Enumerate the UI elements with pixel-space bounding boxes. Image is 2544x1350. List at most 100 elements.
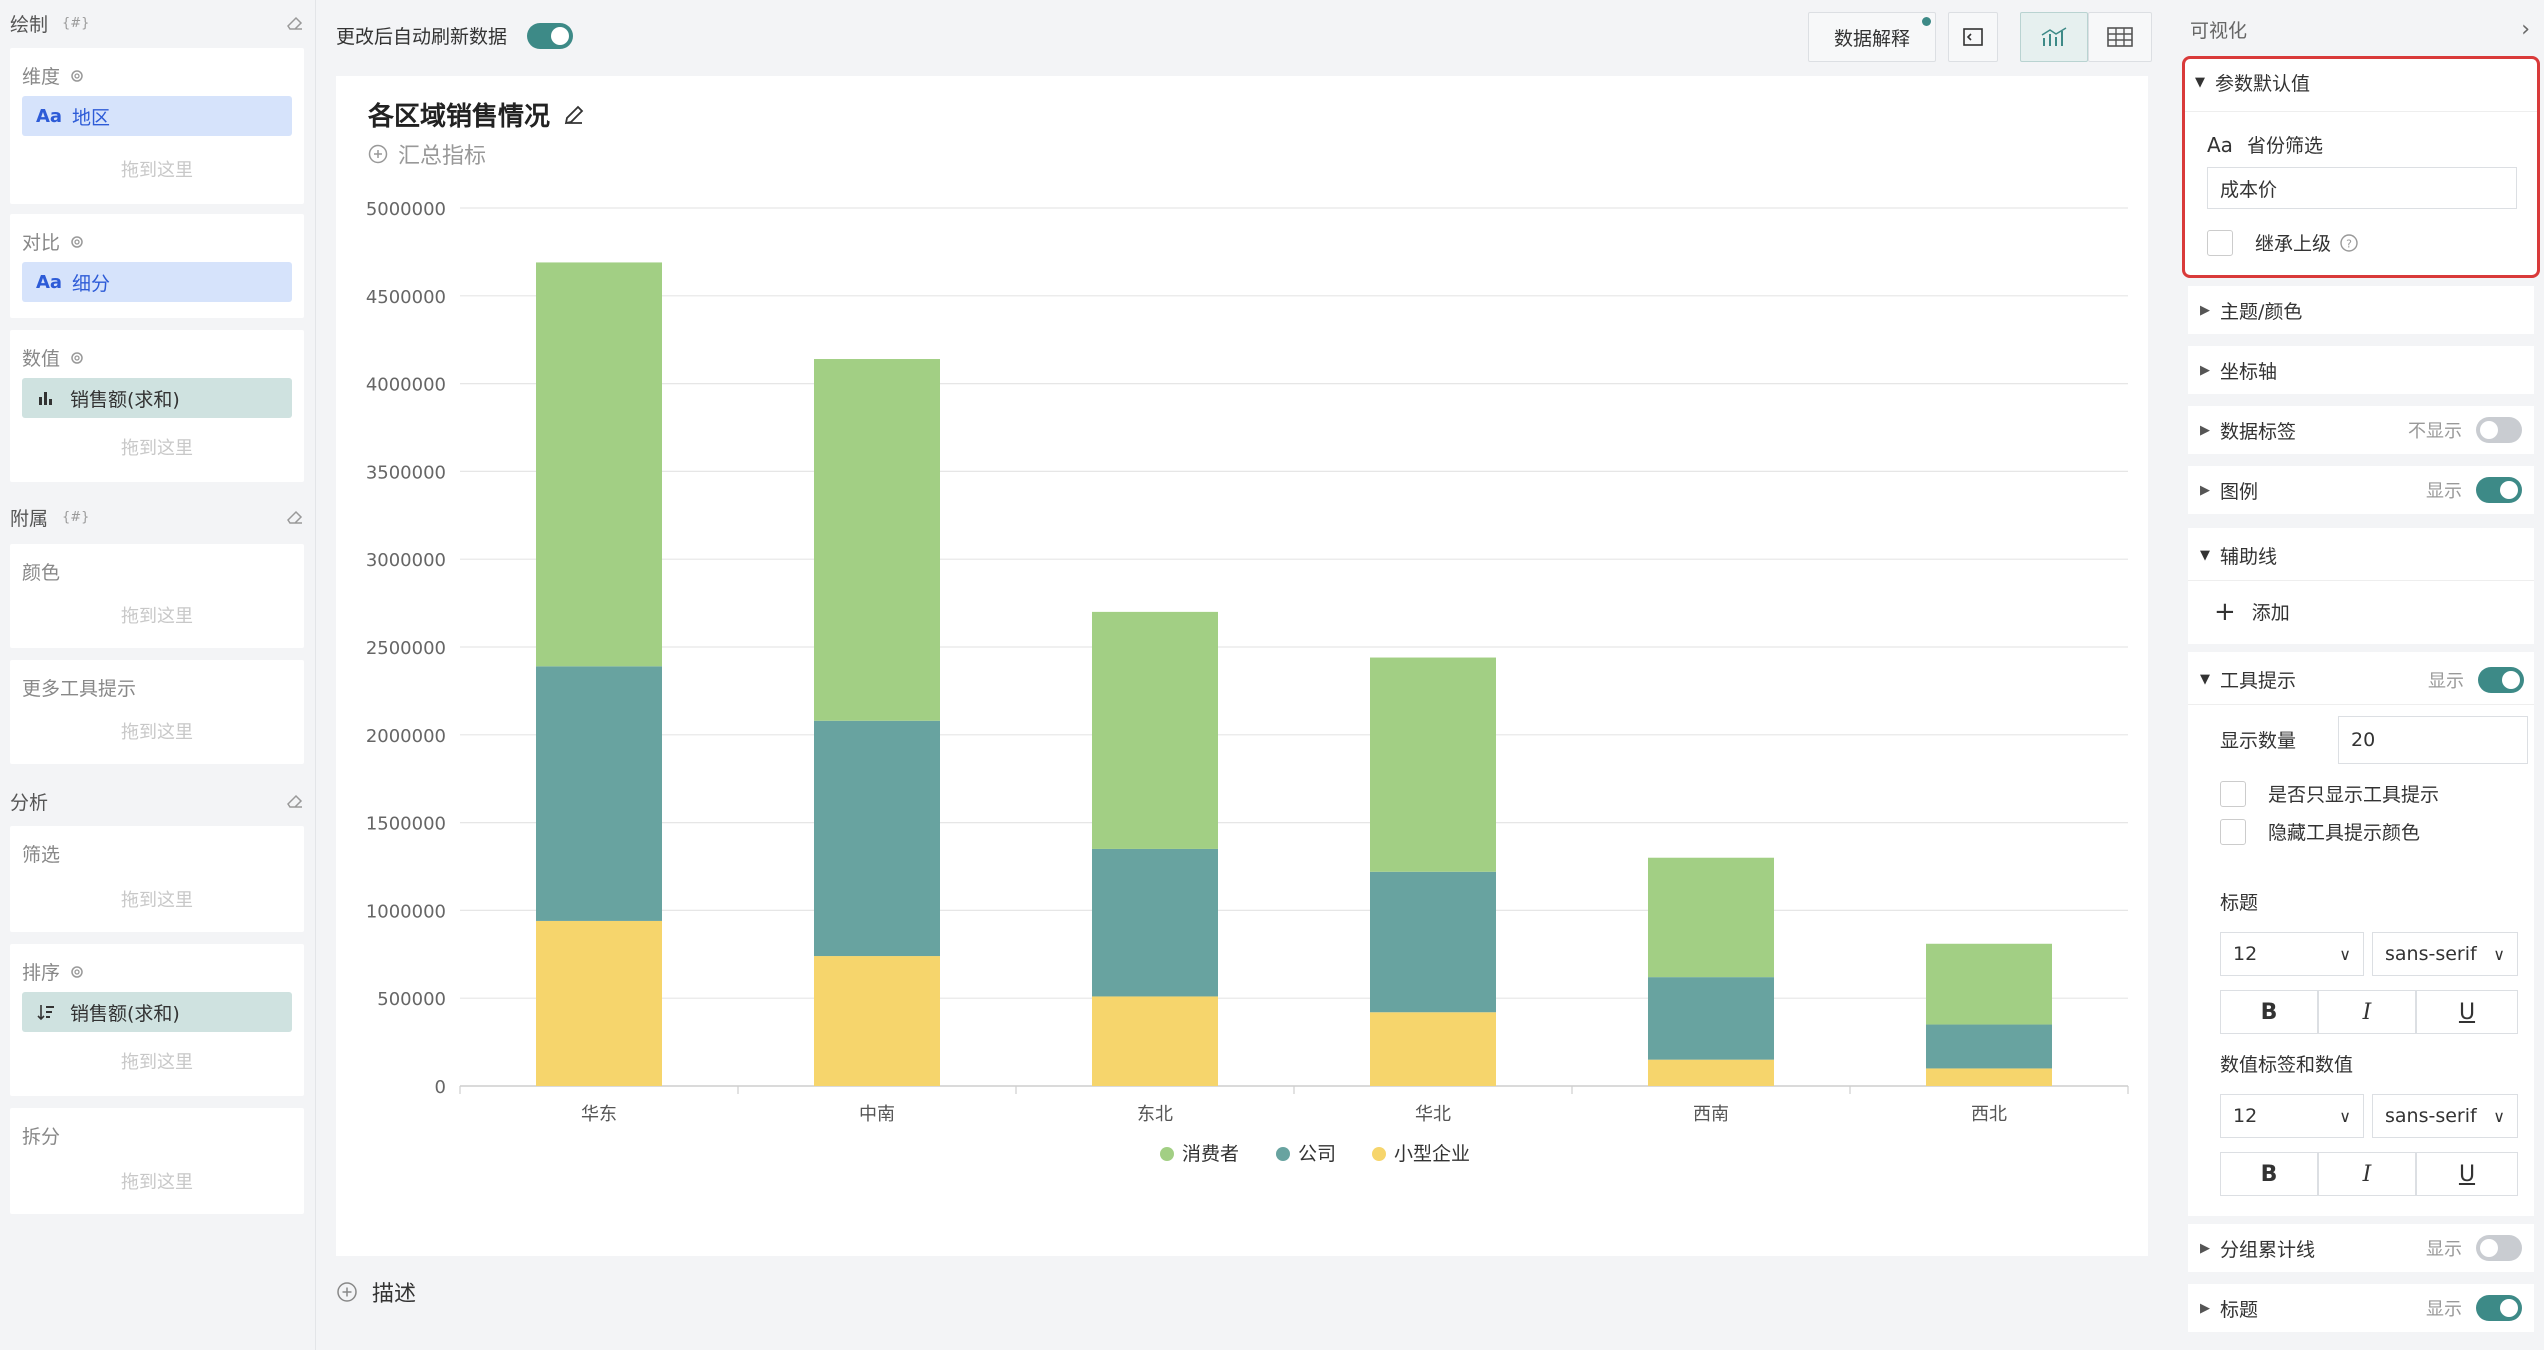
value-italic-button[interactable]: I (2318, 1152, 2416, 1196)
bar-segment[interactable] (814, 720, 940, 957)
summary-metric-button[interactable]: 汇总指标 (368, 138, 486, 170)
edit-icon[interactable] (562, 103, 586, 127)
title-bold-button[interactable]: B (2220, 990, 2318, 1034)
bar-segment[interactable] (1648, 857, 1774, 978)
help-icon[interactable]: ? (2339, 233, 2359, 253)
drop-zone[interactable]: 拖到这里 (121, 1172, 193, 1193)
title-row-toggle[interactable] (2476, 1295, 2522, 1321)
aux-line-add-button[interactable]: + 添加 (2214, 598, 2290, 625)
compare-pill-segment[interactable]: Aa 细分 (22, 262, 292, 302)
divider (2188, 704, 2534, 705)
dimension-label-text: 维度 (22, 66, 61, 88)
bar-segment[interactable] (1926, 1024, 2052, 1069)
eraser-icon[interactable] (285, 791, 305, 811)
title-font-size-select[interactable]: 12 ∨ (2220, 932, 2364, 976)
text-type-icon: Aa (36, 271, 63, 293)
bar-segment[interactable] (1648, 977, 1774, 1060)
only-tooltip-checkbox[interactable] (2220, 780, 2246, 807)
bar-segment[interactable] (1092, 611, 1218, 849)
axis-row[interactable]: ▶ 坐标轴 (2188, 346, 2534, 394)
bar-segment[interactable] (536, 666, 662, 921)
title-font-family-select[interactable]: sans-serif ∨ (2372, 932, 2518, 976)
values-pill-sales-sum[interactable]: 销售额(求和) (22, 378, 292, 418)
cumulative-line-row[interactable]: ▶ 分组累计线 显示 (2188, 1224, 2534, 1272)
bar-segment[interactable] (1926, 1068, 2052, 1086)
bar-segment[interactable] (536, 920, 662, 1086)
data-explain-button[interactable]: 数据解释 (1808, 12, 1936, 62)
y-tick-label: 0 (435, 1077, 446, 1098)
code-view-button[interactable] (1948, 12, 1998, 62)
drop-zone[interactable]: 拖到这里 (121, 160, 193, 181)
legend-label[interactable]: 公司 (1298, 1143, 1336, 1165)
add-description-button[interactable]: 描述 (336, 1276, 416, 1308)
hide-color-checkbox[interactable] (2220, 818, 2246, 845)
dimension-pill-region[interactable]: Aa 地区 (22, 96, 292, 136)
caret-right-icon: ▶ (2200, 422, 2210, 438)
value-underline-button[interactable]: U (2416, 1152, 2518, 1196)
tooltip-count-label: 显示数量 (2220, 730, 2297, 752)
theme-color-row[interactable]: ▶ 主题/颜色 (2188, 286, 2534, 334)
tooltip-toggle[interactable] (2478, 666, 2524, 693)
legend-label[interactable]: 消费者 (1182, 1143, 1239, 1165)
value-font-size-select[interactable]: 12 ∨ (2220, 1094, 2364, 1138)
y-tick-label: 5000000 (366, 199, 446, 220)
eraser-icon[interactable] (285, 507, 305, 527)
legend-row[interactable]: ▶ 图例 显示 (2188, 466, 2534, 514)
param-value-input[interactable]: 成本价 (2207, 167, 2517, 209)
bar-segment[interactable] (1092, 996, 1218, 1086)
bar-segment[interactable] (814, 956, 940, 1086)
axis-label: 坐标轴 (2220, 360, 2278, 383)
gear-icon[interactable] (68, 67, 86, 85)
bar-segment[interactable] (1092, 848, 1218, 997)
chart-view-button[interactable] (2020, 12, 2088, 62)
bar-segment[interactable] (1370, 1012, 1496, 1086)
title-italic-button[interactable]: I (2318, 990, 2416, 1034)
title-row[interactable]: ▶ 标题 显示 (2188, 1284, 2534, 1332)
tooltip-more-label: 更多工具提示 (22, 678, 137, 700)
eraser-icon[interactable] (285, 13, 305, 33)
compare-pill-label: 细分 (72, 272, 111, 295)
legend-marker (1160, 1147, 1174, 1161)
cumulative-line-toggle[interactable] (2476, 1235, 2522, 1261)
only-tooltip-label: 是否只显示工具提示 (2268, 784, 2440, 806)
chevron-right-icon[interactable]: › (2521, 17, 2530, 42)
drop-zone[interactable]: 拖到这里 (121, 890, 193, 911)
field-panel: 绘制 {#} 维度 Aa 地区 拖到这里 对比 Aa 细分 数值 (0, 0, 316, 1350)
auto-refresh-toggle[interactable] (527, 22, 574, 49)
inherit-parent-checkbox[interactable] (2207, 229, 2233, 256)
gear-icon[interactable] (68, 349, 86, 367)
tooltip-title-style-label: 标题 (2220, 892, 2259, 914)
title-underline-button[interactable]: U (2416, 990, 2518, 1034)
chart-title-text[interactable]: 各区域销售情况 (368, 102, 551, 132)
tooltip-count-input[interactable]: 20 (2338, 716, 2528, 764)
legend-toggle[interactable] (2476, 477, 2522, 503)
value-bold-button[interactable]: B (2220, 1152, 2318, 1196)
attach-section-header: 附属 {#} (10, 502, 305, 532)
aux-line-header[interactable]: ▼ 辅助线 (2200, 542, 2277, 569)
gear-icon[interactable] (68, 963, 86, 981)
tooltip-section: ▼ 工具提示 显示 显示数量 20 是否只显示工具提示 隐藏工具提示颜色 标题 … (2188, 652, 2534, 1216)
sort-pill-sales-sum[interactable]: 销售额(求和) (22, 992, 292, 1032)
caret-down-icon: ▼ (2200, 548, 2210, 563)
drop-zone[interactable]: 拖到这里 (121, 1052, 193, 1073)
gear-icon[interactable] (68, 233, 86, 251)
caret-right-icon: ▶ (2200, 1240, 2210, 1256)
bar-segment[interactable] (1370, 657, 1496, 872)
drop-zone[interactable]: 拖到这里 (121, 438, 193, 459)
data-label-toggle[interactable] (2476, 417, 2522, 443)
param-default-header[interactable]: ▼ 参数默认值 (2195, 69, 2525, 96)
bar-segment[interactable] (1370, 871, 1496, 1013)
drop-zone[interactable]: 拖到这里 (121, 606, 193, 627)
sort-label-text: 排序 (22, 962, 61, 984)
legend-label[interactable]: 小型企业 (1394, 1143, 1470, 1165)
drop-zone[interactable]: 拖到这里 (121, 722, 193, 743)
bar-segment[interactable] (814, 359, 940, 721)
tooltip-header[interactable]: ▼ 工具提示 显示 (2200, 666, 2524, 693)
bar-segment[interactable] (1926, 943, 2052, 1025)
bar-segment[interactable] (1648, 1059, 1774, 1086)
table-view-button[interactable] (2088, 12, 2152, 62)
value-font-family-select[interactable]: sans-serif ∨ (2372, 1094, 2518, 1138)
bar-segment[interactable] (536, 262, 662, 667)
only-tooltip-option: 是否只显示工具提示 (2220, 780, 2439, 807)
data-label-row[interactable]: ▶ 数据标签 不显示 (2188, 406, 2534, 454)
